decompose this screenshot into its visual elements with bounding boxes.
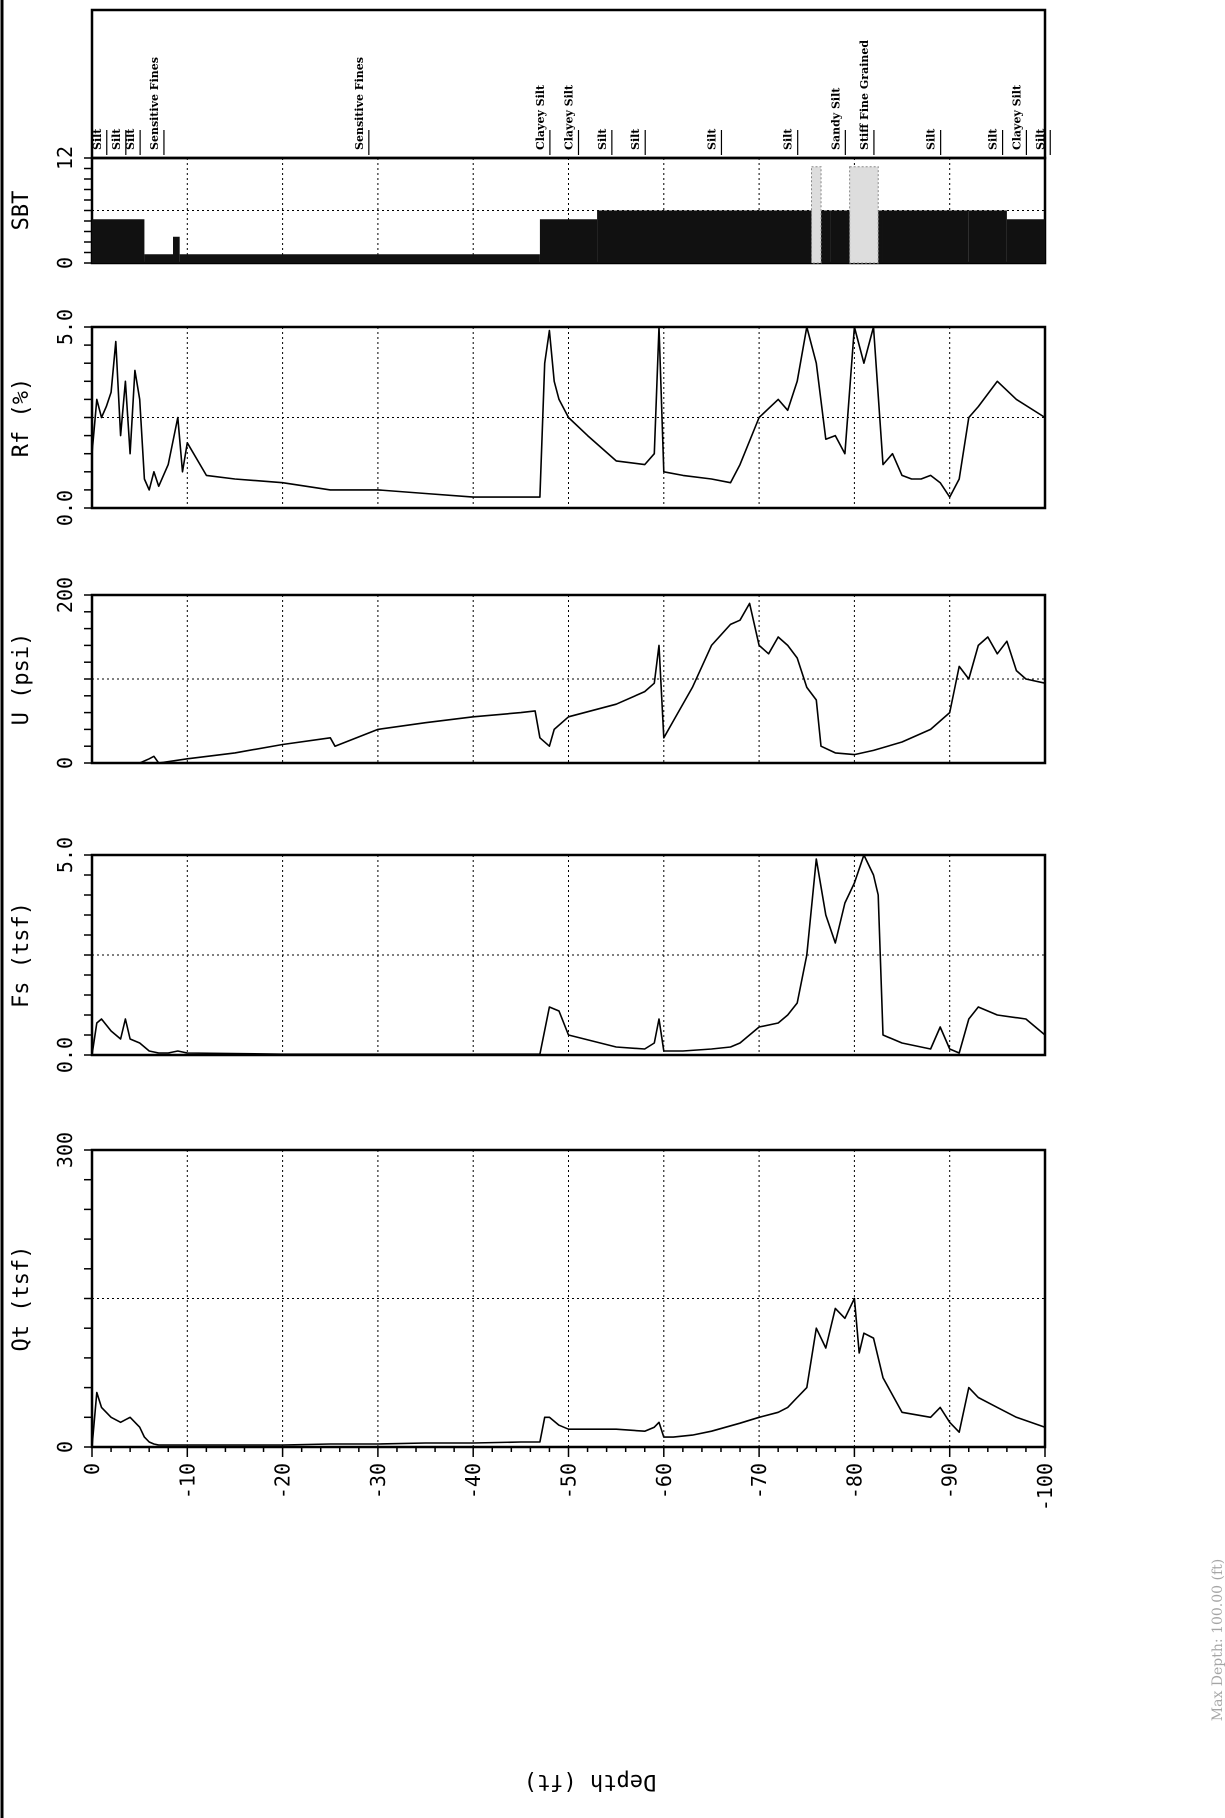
depth-tick-labels: 0 -10 -20 -30 -40 -50 -60 -70 -80 -90 -100 <box>80 1447 1057 1511</box>
soil-class-label: Sensitive Fines <box>353 57 366 150</box>
soil-class-label: Stiff Fine Grained <box>858 40 871 150</box>
sbt-bar <box>144 254 174 263</box>
soil-class-label: Silt <box>91 128 104 150</box>
value-tick-label-max: 12 <box>53 146 77 170</box>
soil-class-label: Clayey Silt <box>563 84 576 150</box>
soil-class-label: Silt <box>925 128 938 150</box>
panel-title-sbt: SBT <box>9 191 34 231</box>
panel-sbt: 0 12 SBT <box>9 146 1047 269</box>
panels-group: 0 300 Qt (tsf) 0.0 5.0 Fs (tsf) 0 200 U (psi) 0.0… <box>9 8 1051 1453</box>
value-tick-label-max: 300 <box>53 1132 77 1168</box>
panel-qt: 0 300 Qt (tsf) <box>9 1132 1047 1453</box>
soil-class-label: Silt <box>596 128 609 150</box>
series-line-fs <box>91 854 1046 1056</box>
depth-tick-label: -70 <box>747 1463 771 1499</box>
series-line-qt <box>91 1297 1046 1448</box>
panel-title-u: U (psi) <box>9 633 34 726</box>
depth-tick-label: -10 <box>175 1463 199 1499</box>
sbt-bar <box>830 210 855 263</box>
panel-rf: 0.0 5.0 Rf (%) <box>9 309 1047 526</box>
panel-class: Silt Silt Silt Sensitive Fines Sensitive Fin… <box>90 8 1051 160</box>
panel-title-qt: Qt (tsf) <box>9 1246 34 1352</box>
panel-title-rf: Rf (%) <box>9 378 34 457</box>
soil-class-label: Silt <box>124 128 137 150</box>
soil-class-label: Silt <box>110 128 123 150</box>
depth-tick-label: -60 <box>652 1463 676 1499</box>
depth-tick-label: -50 <box>557 1463 581 1499</box>
value-tick-label-min: 0.0 <box>53 490 77 526</box>
sbt-bar <box>539 219 598 263</box>
sbt-bar <box>597 210 817 263</box>
sbt-bar <box>179 254 540 263</box>
depth-axis-title: Depth (ft) <box>524 1769 656 1794</box>
value-tick-label-min: 0 <box>53 757 77 769</box>
sbt-bar <box>882 210 969 263</box>
soil-class-label: Silt <box>987 128 1000 150</box>
panel-fs: 0.0 5.0 Fs (tsf) <box>9 837 1047 1073</box>
value-tick-label-min: 0 <box>53 257 77 269</box>
sbt-bar <box>1006 219 1045 263</box>
value-tick-label-min: 0.0 <box>53 1037 77 1073</box>
value-tick-label-min: 0 <box>53 1441 77 1453</box>
soil-class-label: Silt <box>705 128 718 150</box>
panel-u: 0 200 U (psi) <box>9 577 1047 769</box>
soil-class-label: Silt <box>782 128 795 150</box>
soil-class-label: Silt <box>1034 128 1047 150</box>
panel-frame-class <box>90 8 1047 160</box>
depth-tick-label: -20 <box>271 1463 295 1499</box>
depth-tick-label: -30 <box>366 1463 390 1499</box>
panel-title-fs: Fs (tsf) <box>9 902 34 1008</box>
depth-tick-label: -90 <box>938 1463 962 1499</box>
depth-tick-label: -80 <box>842 1463 866 1499</box>
value-tick-label-max: 200 <box>53 577 77 613</box>
soil-class-label: Clayey Silt <box>1010 84 1023 150</box>
sbt-bar <box>968 210 1007 263</box>
soil-class-label: Sandy Silt <box>829 87 842 150</box>
sbt-light-bar <box>811 166 822 264</box>
soil-class-label: Sensitive Fines <box>148 57 161 150</box>
soil-class-label: Silt <box>629 128 642 150</box>
depth-tick-label: 0 <box>80 1463 104 1475</box>
sbt-light-bar <box>849 166 879 264</box>
value-tick-label-max: 5.0 <box>53 309 77 345</box>
series-line-u <box>92 602 1046 764</box>
value-tick-label-max: 5.0 <box>53 837 77 873</box>
depth-tick-label: -100 <box>1033 1463 1057 1511</box>
series-line-rf <box>91 326 1046 498</box>
depth-tick-label: -40 <box>461 1463 485 1499</box>
sbt-bar <box>173 236 180 263</box>
sbt-bar <box>92 219 145 263</box>
max-depth-note: Max Depth: 100.00 (ft) <box>1210 1559 1225 1721</box>
soil-class-label: Clayey Silt <box>534 84 547 150</box>
